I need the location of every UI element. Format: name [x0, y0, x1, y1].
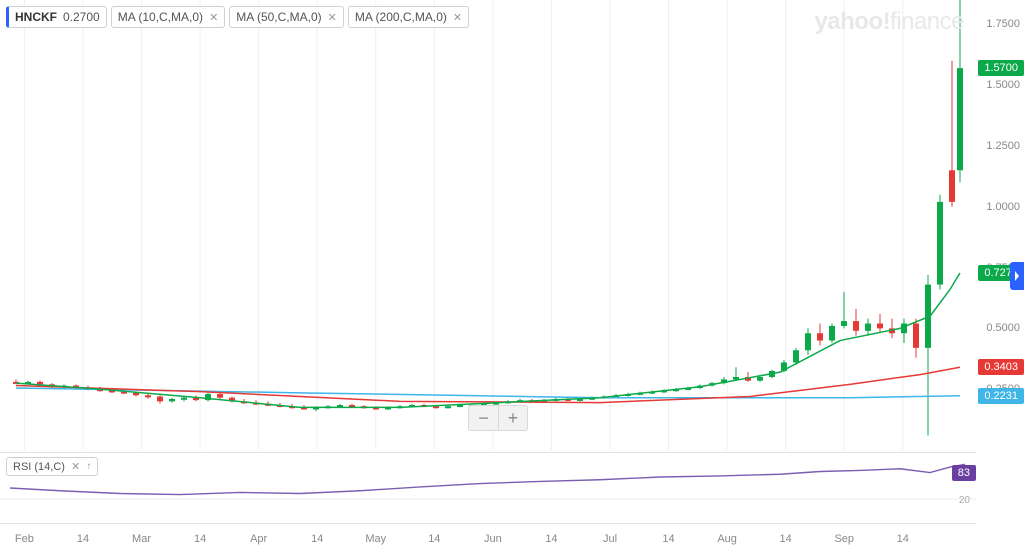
x-tick-label: 14	[662, 533, 674, 545]
close-icon[interactable]: ✕	[209, 11, 218, 24]
y-tick-label: 1.5000	[986, 79, 1020, 91]
watermark: yahoo!finance	[814, 8, 964, 36]
x-tick-label: Feb	[15, 533, 34, 545]
ticker-symbol: HNCKF	[15, 10, 57, 24]
close-icon[interactable]: ✕	[328, 11, 337, 24]
indicator-chip-ma10[interactable]: MA (10,C,MA,0) ✕	[111, 6, 226, 28]
y-tick-label: 1.7500	[986, 18, 1020, 30]
price-marker: 1.5700	[978, 60, 1024, 76]
x-tick-label: Jul	[603, 533, 617, 545]
x-tick-label: 14	[780, 533, 792, 545]
price-marker: 0.3403	[978, 359, 1024, 375]
x-tick-label: 14	[311, 533, 323, 545]
close-icon[interactable]: ✕	[71, 460, 80, 473]
rsi-chart[interactable]: RSI (14,C) ✕ ↑ 83 20	[0, 455, 976, 510]
x-tick-label: Sep	[834, 533, 854, 545]
x-tick-label: Apr	[250, 533, 267, 545]
rsi-value-badge: 83	[952, 465, 976, 481]
x-tick-label: 14	[897, 533, 909, 545]
y-tick-label: 0.5000	[986, 322, 1020, 334]
chart-container: yahoo!finance HNCKF 0.2700 MA (10,C,MA,0…	[0, 0, 1024, 553]
y-tick-label: 1.2500	[986, 140, 1020, 152]
chevron-right-icon	[1013, 270, 1021, 282]
panel-divider	[0, 452, 976, 453]
indicator-bar: HNCKF 0.2700 MA (10,C,MA,0) ✕ MA (50,C,M…	[6, 6, 469, 28]
rsi-label: RSI (14,C)	[13, 461, 65, 473]
x-tick-label: Mar	[132, 533, 151, 545]
rsi-chart-svg	[0, 455, 976, 510]
indicator-label: MA (200,C,MA,0)	[355, 10, 447, 24]
indicator-label: MA (50,C,MA,0)	[236, 10, 321, 24]
arrow-up-icon[interactable]: ↑	[86, 461, 91, 472]
indicator-label: MA (10,C,MA,0)	[118, 10, 203, 24]
x-tick-label: 14	[428, 533, 440, 545]
ticker-chip[interactable]: HNCKF 0.2700	[6, 6, 107, 28]
ticker-price: 0.2700	[63, 10, 100, 24]
x-tick-label: Aug	[717, 533, 737, 545]
close-icon[interactable]: ✕	[453, 11, 462, 24]
rsi-tick: 20	[959, 495, 970, 506]
zoom-in-button[interactable]: +	[498, 405, 528, 431]
indicator-chip-ma200[interactable]: MA (200,C,MA,0) ✕	[348, 6, 469, 28]
indicator-chip-ma50[interactable]: MA (50,C,MA,0) ✕	[229, 6, 344, 28]
zoom-controls: − +	[468, 405, 528, 431]
expand-handle[interactable]	[1010, 262, 1024, 290]
x-tick-label: 14	[77, 533, 89, 545]
zoom-out-button[interactable]: −	[468, 405, 498, 431]
rsi-chip[interactable]: RSI (14,C) ✕ ↑	[6, 457, 98, 476]
main-price-chart[interactable]: 0.25000.50000.75001.00001.25001.50001.75…	[0, 0, 976, 450]
price-marker: 0.2231	[978, 388, 1024, 404]
y-tick-label: 1.0000	[986, 201, 1020, 213]
x-tick-label: 14	[545, 533, 557, 545]
x-tick-label: 14	[194, 533, 206, 545]
price-chart-svg	[0, 0, 976, 450]
x-tick-label: May	[365, 533, 386, 545]
x-axis: Feb 14 Mar 14 Apr 14 May 14 Jun 14 Jul 14 Aug 14 Sep 14	[0, 523, 976, 553]
x-tick-label: Jun	[484, 533, 502, 545]
